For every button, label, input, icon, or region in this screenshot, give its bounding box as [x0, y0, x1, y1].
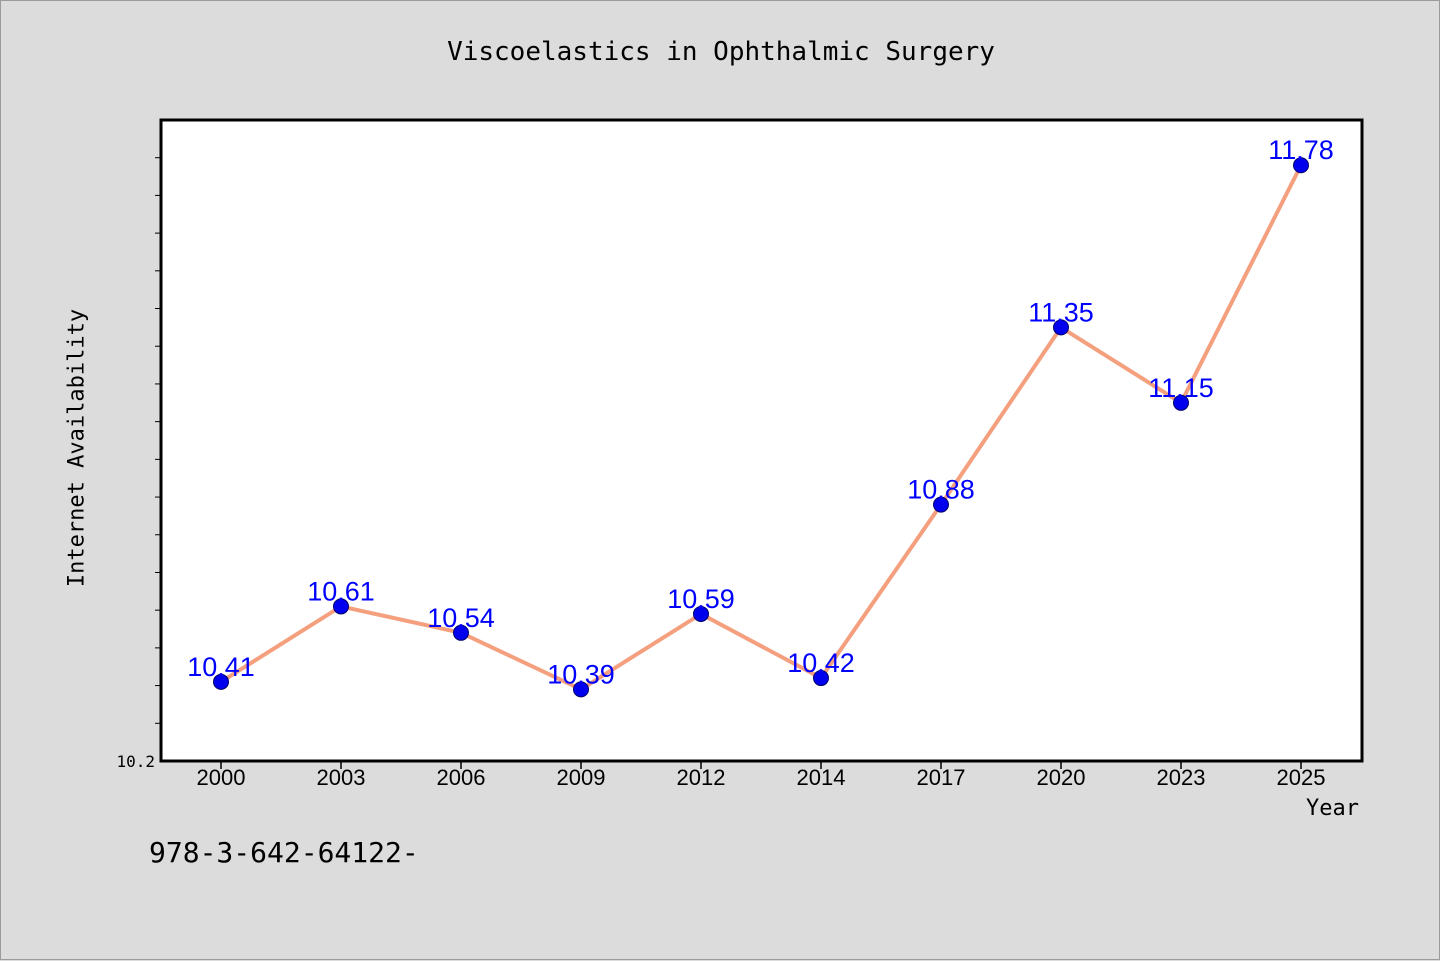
- x-tick-label: 2012: [677, 765, 726, 790]
- data-point: [1293, 157, 1309, 174]
- data-label: 10.88: [907, 475, 975, 505]
- x-tick-label: 2020: [1037, 765, 1086, 790]
- data-point: [213, 673, 229, 690]
- plot-area: [159, 118, 1364, 763]
- data-point: [573, 681, 589, 698]
- data-label: 10.59: [667, 584, 735, 614]
- x-tick-label: 2025: [1277, 765, 1326, 790]
- data-label: 10.42: [787, 648, 855, 678]
- isbn-text: 978-3-642-64122-: [149, 836, 419, 869]
- data-point: [453, 624, 469, 641]
- data-point: [333, 598, 349, 615]
- y-tick-label: 10.2: [116, 752, 155, 771]
- data-label: 11.35: [1028, 297, 1094, 327]
- data-point: [813, 670, 829, 687]
- data-point: [693, 605, 709, 622]
- data-point: [1053, 319, 1069, 336]
- x-tick-label: 2017: [917, 765, 966, 790]
- x-tick-label: 2006: [437, 765, 486, 790]
- chart-title: Viscoelastics in Ophthalmic Surgery: [447, 37, 995, 67]
- x-tick-label: 2023: [1157, 765, 1206, 790]
- x-tick-label: 2003: [317, 765, 366, 790]
- x-tick-label: 2009: [557, 765, 606, 790]
- x-tick-label: 2014: [797, 765, 846, 790]
- data-point: [933, 496, 949, 513]
- data-label: 10.54: [427, 603, 495, 633]
- x-axis-label: Year: [1306, 796, 1359, 821]
- data-label: 11.15: [1148, 373, 1214, 403]
- data-label: 10.61: [307, 576, 375, 606]
- data-point: [1173, 394, 1189, 411]
- series-line: [219, 164, 1303, 692]
- data-label: 10.39: [547, 659, 615, 689]
- x-tick-label: 2000: [197, 765, 246, 790]
- data-label: 10.41: [187, 652, 255, 682]
- data-label: 11.78: [1268, 135, 1334, 165]
